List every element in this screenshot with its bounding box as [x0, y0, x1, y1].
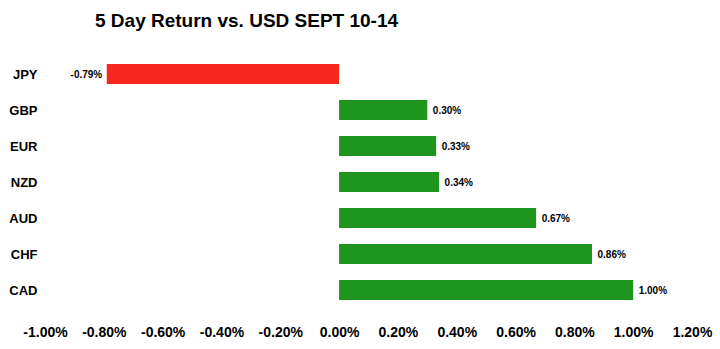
svg-text:0.00%: 0.00%	[320, 324, 360, 340]
svg-text:-0.40%: -0.40%	[200, 324, 245, 340]
svg-text:GBP: GBP	[9, 103, 38, 118]
svg-text:0.20%: 0.20%	[379, 324, 419, 340]
svg-text:0.34%: 0.34%	[445, 177, 473, 188]
svg-text:CAD: CAD	[9, 283, 37, 298]
svg-text:CHF: CHF	[11, 247, 38, 262]
svg-text:JPY: JPY	[13, 67, 38, 82]
svg-text:0.67%: 0.67%	[542, 213, 570, 224]
svg-text:0.33%: 0.33%	[442, 141, 470, 152]
svg-text:NZD: NZD	[11, 175, 38, 190]
svg-text:EUR: EUR	[10, 139, 38, 154]
svg-text:0.86%: 0.86%	[598, 249, 626, 260]
html-text:5 Day Return vs. USD SEPT 10-1: 5 Day Return vs. USD SEPT 10-14	[95, 10, 399, 31]
svg-text:-0.80%: -0.80%	[82, 324, 127, 340]
svg-text:-0.60%: -0.60%	[141, 324, 186, 340]
svg-text:1.00%: 1.00%	[614, 324, 654, 340]
svg-text:0.80%: 0.80%	[555, 324, 595, 340]
svg-text:1.00%: 1.00%	[639, 285, 667, 296]
svg-text:-0.20%: -0.20%	[259, 324, 304, 340]
svg-text:AUD: AUD	[9, 211, 37, 226]
svg-text:0.30%: 0.30%	[433, 105, 461, 116]
svg-text:-0.79%: -0.79%	[71, 69, 103, 80]
svg-text:0.60%: 0.60%	[496, 324, 536, 340]
svg-text:1.20%: 1.20%	[673, 324, 713, 340]
svg-text:-1.00%: -1.00%	[23, 324, 68, 340]
svg-text:0.40%: 0.40%	[437, 324, 477, 340]
